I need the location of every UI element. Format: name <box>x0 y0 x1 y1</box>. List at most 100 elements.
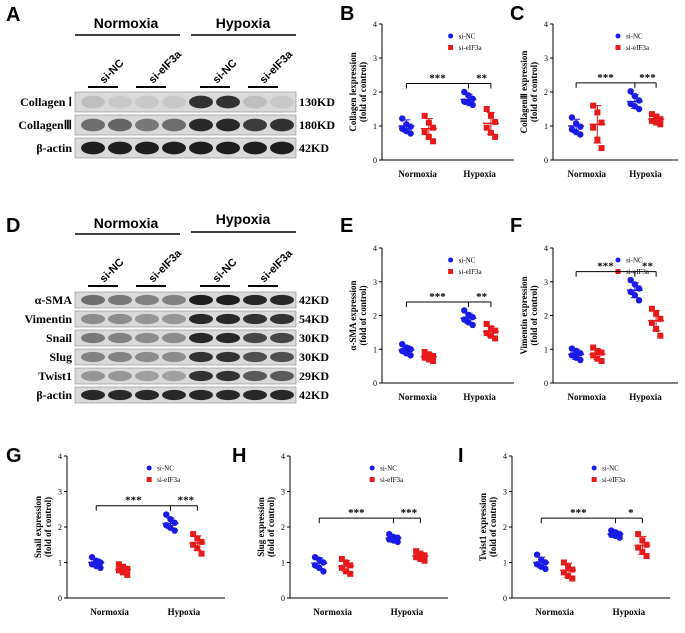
chart-h-point-2-5 <box>394 538 401 546</box>
blot-d-band-6-1 <box>81 389 105 401</box>
chart-c-point-0-0 <box>568 114 576 121</box>
chart-i-point-3-2 <box>643 541 650 548</box>
blot-d-band-3-8 <box>270 332 294 344</box>
chart-f-point-3-1 <box>653 310 660 317</box>
chart-c-ylabel: CollagenⅢ expression <box>519 51 529 134</box>
chart-e-point-3-3 <box>483 330 490 337</box>
blot-a-band-1-7 <box>243 95 267 109</box>
chart-c-point-3-3 <box>648 117 655 124</box>
chart-b-point-0-0 <box>399 115 406 122</box>
chart-h-legend-label-2: si-eIF3a <box>380 476 404 484</box>
panel-label-a: A <box>6 4 20 26</box>
blot-d-band-2-3 <box>135 313 159 325</box>
chart-b-xtick-0: Normoxia <box>398 169 437 179</box>
chart-c-point-2-5 <box>635 105 643 113</box>
chart-i-ytick-1: 1 <box>503 559 507 568</box>
chart-f-ytick-3: 3 <box>544 278 548 287</box>
chart-b-legend-label-1: si-NC <box>459 33 476 41</box>
blot-a-row-label-3: β-actin <box>36 141 72 155</box>
chart-g: 0 1 2 3 4 Snail expression (fold of control) No… <box>33 452 225 617</box>
chart-b-point-1-0 <box>421 112 428 119</box>
chart-e-point-0-5 <box>407 352 414 359</box>
chart-i-point-0-5 <box>542 565 549 573</box>
chart-i-point-1-4 <box>565 572 572 579</box>
chart-f-point-2-2 <box>635 285 643 292</box>
blot-d-band-1-1 <box>81 294 105 306</box>
chart-b-point-2-5 <box>469 101 476 109</box>
blot-d: α-SMA 42KD Vimentin 54KD Snail 30KD Slug 30KD Tw… <box>24 291 329 404</box>
chart-c-legend-label-1: si-NC <box>626 33 643 41</box>
chart-i-legend-marker-2 <box>591 477 597 482</box>
chart-e-legend-marker-2 <box>448 269 454 274</box>
chart-e-ytick-3: 3 <box>373 278 377 287</box>
chart-g-ylabel-2: (fold of control) <box>43 497 53 557</box>
chart-f-ytick-0: 0 <box>544 379 548 388</box>
blot-d-kd-6: 42KD <box>299 388 329 402</box>
chart-h-ytick-0: 0 <box>281 594 285 603</box>
chart-h-point-0-4 <box>316 564 323 572</box>
chart-e-xtick-1: Hypoxia <box>463 392 496 402</box>
chart-f-point-1-0 <box>590 344 597 351</box>
chart-h-point-3-2 <box>421 552 428 559</box>
chart-c: 0 1 2 3 4 CollagenⅢ expression (fold of contro… <box>519 20 678 179</box>
chart-f-sig-1: *** <box>597 261 614 273</box>
chart-h-point-1-1 <box>343 559 350 566</box>
chart-c-point-0-5 <box>577 131 584 138</box>
chart-h-sig-2: *** <box>401 507 418 519</box>
chart-c-point-3-2 <box>657 116 664 123</box>
blot-a-band-2-7 <box>243 118 267 132</box>
chart-b: 0 1 2 3 4 Collagen Ⅰexpression (fold of contro… <box>348 20 514 179</box>
blot-d-lane-2: si-eIF3a <box>147 247 185 285</box>
chart-i-point-3-3 <box>635 544 642 551</box>
chart-g-point-1-0 <box>115 561 122 568</box>
chart-g-point-2-0 <box>163 511 170 518</box>
chart-g-point-1-5 <box>124 571 131 578</box>
chart-f-ylabel-2: (fold of control) <box>529 285 539 345</box>
blot-a-band-3-1 <box>81 141 105 155</box>
chart-e-point-1-2 <box>430 353 437 359</box>
blot-d-band-4-1 <box>81 351 105 363</box>
blot-d-band-3-1 <box>81 332 105 344</box>
chart-h-point-3-3 <box>413 554 420 561</box>
chart-b-legend-marker-2 <box>448 45 454 50</box>
chart-c-point-3-1 <box>653 113 660 120</box>
chart-f-ytick-2: 2 <box>544 312 548 321</box>
chart-g-xtick-1: Hypoxia <box>168 607 201 617</box>
chart-i-point-2-5 <box>616 534 623 541</box>
blot-d-band-1-8 <box>270 294 294 306</box>
blot-d-band-3-2 <box>108 332 132 344</box>
chart-c-legend-marker-2 <box>615 45 621 50</box>
chart-b-point-0-5 <box>407 130 414 137</box>
blot-a-lane-4: si-eIF3a <box>258 48 296 86</box>
chart-e-xtick-0: Normoxia <box>398 392 437 402</box>
blot-d-band-2-7 <box>243 313 267 325</box>
chart-c-point-1-3 <box>590 124 597 131</box>
chart-b-xtick-1: Hypoxia <box>463 169 496 179</box>
chart-f-point-3-0 <box>648 305 655 312</box>
panel-label-i: I <box>458 445 464 467</box>
blot-a-band-3-2 <box>108 141 132 155</box>
chart-b-sig-1: *** <box>429 73 446 85</box>
chart-h-point-0-5 <box>320 568 327 575</box>
chart-e-legend-label-2: si-eIF3a <box>459 268 483 276</box>
chart-e-sig-2: ** <box>476 291 488 303</box>
blot-d-band-2-5 <box>189 313 213 325</box>
panel-label-d: D <box>6 215 20 237</box>
chart-c-point-3-0 <box>648 111 655 118</box>
chart-g-point-1-4 <box>120 569 127 576</box>
blot-d-band-3-6 <box>216 332 240 344</box>
chart-g-ytick-4: 4 <box>58 452 62 461</box>
chart-g-point-3-0 <box>190 531 197 538</box>
chart-b-point-1-3 <box>421 129 428 136</box>
chart-i-xtick-0: Normoxia <box>535 607 574 617</box>
chart-h-ytick-3: 3 <box>281 488 285 497</box>
blot-a-band-3-3 <box>135 141 159 155</box>
chart-g-legend-label-2: si-eIF3a <box>157 476 181 484</box>
chart-e-ylabel-2: (fold of control) <box>358 285 368 345</box>
blot-d-band-1-7 <box>243 294 267 306</box>
blot-d-row-label-6: β-actin <box>36 388 72 402</box>
blot-a-band-1-5 <box>189 95 213 109</box>
chart-b-ylabel-2: (fold of control) <box>358 62 368 122</box>
chart-f-point-3-3 <box>648 319 655 326</box>
chart-c-point-2-2 <box>635 97 643 104</box>
